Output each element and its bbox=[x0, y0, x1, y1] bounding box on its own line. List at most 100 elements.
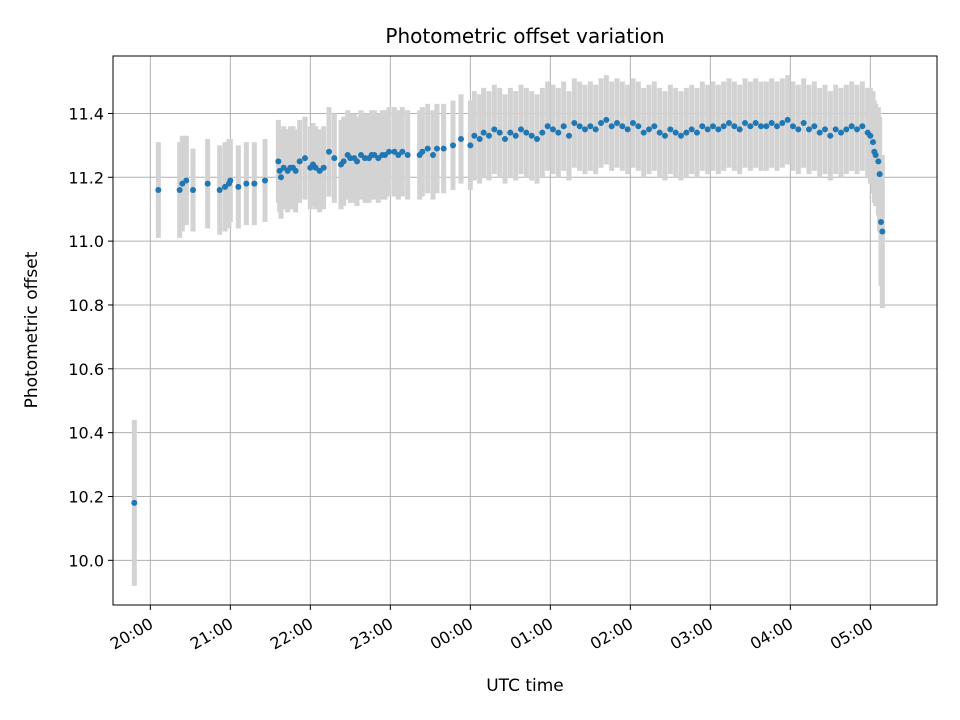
data-points bbox=[131, 116, 886, 506]
data-point bbox=[592, 126, 599, 133]
data-point bbox=[587, 123, 594, 130]
data-point bbox=[774, 123, 780, 130]
data-point bbox=[854, 126, 860, 133]
data-point bbox=[251, 180, 258, 187]
y-axis-ticks: 10.0 10.2 10.4 10.6 10.8 11.0 11.2 11.4 bbox=[68, 104, 113, 570]
data-point bbox=[276, 167, 283, 174]
data-point bbox=[683, 129, 690, 136]
data-point bbox=[768, 120, 775, 127]
x-axis-ticks: 20:00 21:00 22:00 23:00 00:00 01:00 02:00 03:00… bbox=[107, 605, 876, 654]
data-point bbox=[262, 177, 268, 184]
data-point bbox=[296, 158, 303, 165]
data-point bbox=[704, 126, 711, 133]
x-tick-label: 22:00 bbox=[267, 614, 316, 654]
data-point bbox=[450, 142, 456, 149]
data-point bbox=[731, 123, 738, 130]
data-point bbox=[843, 126, 850, 133]
data-point bbox=[827, 132, 834, 139]
data-point bbox=[404, 151, 411, 158]
data-point bbox=[280, 164, 287, 171]
data-point bbox=[424, 145, 431, 152]
y-tick-label: 10.2 bbox=[68, 487, 104, 506]
x-tick-label: 02:00 bbox=[587, 614, 636, 654]
data-point bbox=[292, 167, 299, 174]
data-point bbox=[539, 129, 546, 136]
data-point bbox=[832, 126, 839, 133]
data-point bbox=[758, 123, 764, 130]
data-point bbox=[800, 120, 807, 127]
data-point bbox=[204, 180, 211, 187]
data-point bbox=[331, 155, 338, 162]
data-point bbox=[358, 151, 364, 158]
data-point bbox=[502, 135, 508, 142]
data-point bbox=[534, 135, 540, 142]
chart-title: Photometric offset variation bbox=[385, 24, 664, 48]
data-point bbox=[183, 177, 190, 184]
y-tick-label: 10.0 bbox=[68, 551, 104, 570]
x-tick-label: 00:00 bbox=[427, 614, 476, 654]
data-point bbox=[434, 145, 440, 152]
y-tick-label: 11.2 bbox=[68, 168, 104, 187]
data-point bbox=[302, 155, 308, 162]
data-point bbox=[875, 158, 882, 165]
data-point bbox=[742, 120, 748, 127]
data-point bbox=[806, 126, 812, 133]
data-point bbox=[512, 132, 519, 139]
data-point bbox=[736, 126, 743, 133]
data-point bbox=[555, 129, 562, 136]
data-point bbox=[816, 129, 823, 136]
data-point bbox=[471, 132, 478, 139]
data-point bbox=[544, 123, 551, 130]
data-point bbox=[672, 129, 679, 136]
data-point bbox=[476, 135, 483, 142]
data-point bbox=[790, 123, 796, 130]
x-tick-label: 03:00 bbox=[667, 614, 716, 654]
data-point bbox=[131, 499, 138, 506]
data-point bbox=[635, 123, 642, 130]
plot-frame bbox=[112, 55, 938, 606]
data-point bbox=[320, 164, 327, 171]
data-point bbox=[340, 158, 347, 165]
data-point bbox=[646, 126, 652, 133]
data-point bbox=[278, 174, 284, 181]
data-point bbox=[624, 126, 631, 133]
y-axis-label: Photometric offset bbox=[22, 251, 42, 408]
data-point bbox=[779, 120, 786, 127]
y-tick-label: 11.0 bbox=[68, 232, 104, 251]
data-point bbox=[386, 148, 392, 155]
data-point bbox=[699, 123, 706, 130]
data-point bbox=[630, 120, 636, 127]
data-point bbox=[496, 129, 503, 136]
data-point bbox=[603, 116, 610, 123]
data-point bbox=[486, 132, 492, 139]
data-point bbox=[879, 228, 886, 235]
data-point bbox=[375, 155, 382, 162]
data-point bbox=[571, 120, 578, 127]
data-point bbox=[614, 120, 620, 127]
data-point bbox=[550, 126, 556, 133]
data-point bbox=[694, 129, 700, 136]
data-point bbox=[518, 126, 524, 133]
data-point bbox=[222, 183, 228, 190]
data-point bbox=[848, 123, 855, 130]
data-point bbox=[598, 120, 604, 127]
data-point bbox=[715, 126, 722, 133]
data-point bbox=[678, 132, 684, 139]
data-point bbox=[822, 126, 828, 133]
x-axis-label: UTC time bbox=[486, 676, 564, 696]
data-point bbox=[576, 123, 583, 130]
data-point bbox=[662, 132, 668, 139]
data-point bbox=[235, 183, 242, 190]
data-point bbox=[608, 123, 615, 130]
data-point bbox=[243, 180, 250, 187]
data-point bbox=[747, 123, 754, 130]
data-point bbox=[876, 171, 883, 178]
data-point bbox=[859, 123, 866, 130]
data-point bbox=[726, 120, 732, 127]
data-point bbox=[872, 151, 879, 158]
data-point bbox=[651, 123, 658, 130]
data-point bbox=[382, 151, 388, 158]
data-point bbox=[838, 129, 844, 136]
data-point bbox=[430, 151, 436, 158]
